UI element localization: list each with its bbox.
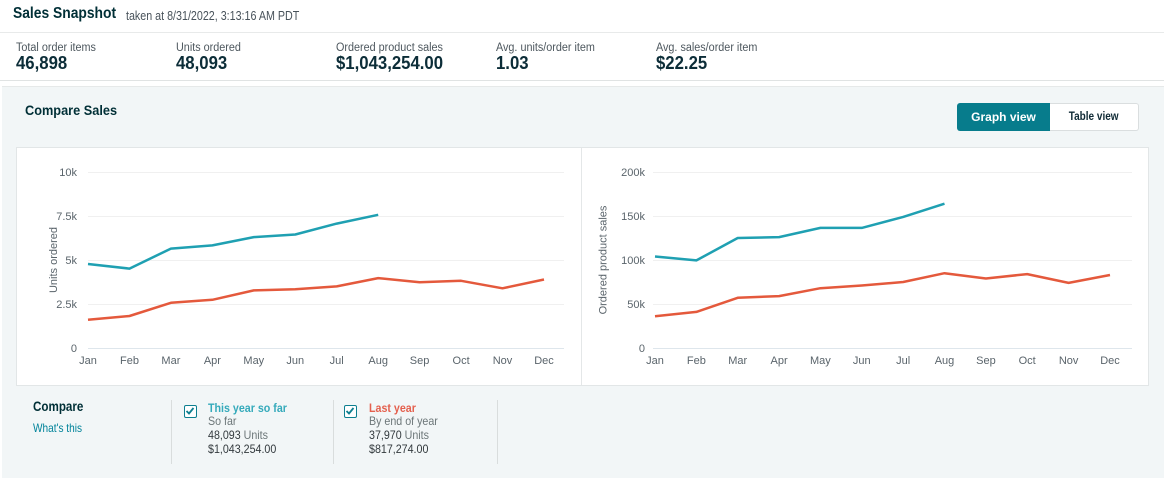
svg-text:Mar: Mar (161, 355, 180, 367)
svg-text:10k: 10k (59, 167, 77, 179)
svg-text:May: May (243, 355, 264, 367)
svg-text:7.5k: 7.5k (56, 211, 77, 223)
svg-text:Oct: Oct (453, 355, 470, 367)
svg-text:Jul: Jul (896, 355, 910, 367)
svg-text:5k: 5k (65, 255, 77, 267)
svg-text:Apr: Apr (771, 355, 788, 367)
svg-text:Jun: Jun (286, 355, 304, 367)
svg-text:Jun: Jun (853, 355, 871, 367)
svg-text:200k: 200k (621, 167, 645, 179)
svg-text:Sep: Sep (410, 355, 430, 367)
svg-text:Sep: Sep (976, 355, 996, 367)
svg-text:0: 0 (639, 343, 645, 355)
svg-text:100k: 100k (621, 255, 645, 267)
svg-text:Jan: Jan (646, 355, 664, 367)
svg-text:Aug: Aug (935, 355, 955, 367)
svg-text:50k: 50k (627, 299, 645, 311)
svg-text:Feb: Feb (120, 355, 139, 367)
svg-text:Units ordered: Units ordered (48, 227, 60, 293)
svg-text:Mar: Mar (728, 355, 747, 367)
svg-text:Jul: Jul (330, 355, 344, 367)
svg-text:May: May (810, 355, 831, 367)
svg-text:Apr: Apr (204, 355, 221, 367)
svg-text:2.5k: 2.5k (56, 299, 77, 311)
svg-text:Jan: Jan (79, 355, 97, 367)
svg-text:Aug: Aug (368, 355, 388, 367)
svg-text:Dec: Dec (534, 355, 554, 367)
svg-text:Nov: Nov (1059, 355, 1079, 367)
svg-text:Dec: Dec (1100, 355, 1120, 367)
svg-text:150k: 150k (621, 211, 645, 223)
svg-text:Nov: Nov (493, 355, 513, 367)
svg-text:Ordered product sales: Ordered product sales (598, 205, 610, 314)
svg-text:Oct: Oct (1019, 355, 1036, 367)
svg-text:Feb: Feb (687, 355, 706, 367)
svg-text:0: 0 (71, 343, 77, 355)
